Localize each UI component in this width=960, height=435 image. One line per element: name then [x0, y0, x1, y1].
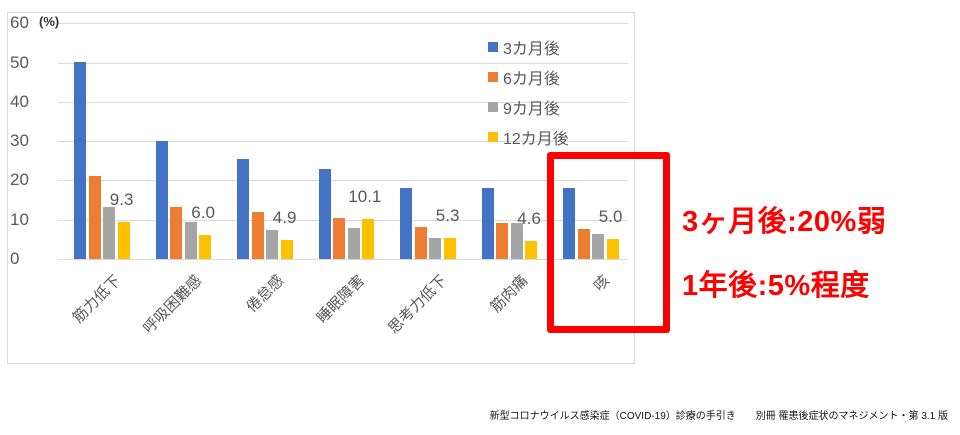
y-tick-label: 60: [10, 13, 29, 33]
annotation-3-months: 3ヶ月後:20%弱: [682, 206, 887, 238]
legend-swatch: [488, 132, 498, 142]
y-tick-label: 20: [10, 170, 29, 190]
data-label: 4.9: [272, 207, 297, 227]
bar: [266, 229, 279, 259]
y-tick-label: 40: [10, 91, 29, 111]
bar: [199, 235, 212, 259]
gridline: [58, 101, 628, 103]
gridline: [58, 180, 628, 182]
legend-label: 9カ月後: [503, 101, 560, 118]
bar: [170, 206, 183, 259]
bar: [347, 228, 360, 259]
bar: [103, 206, 116, 259]
bar: [606, 239, 619, 259]
bar: [237, 159, 249, 259]
data-label: 5.3: [435, 206, 460, 226]
legend-label: 6カ月後: [503, 71, 560, 88]
chart-legend: 3カ月後 6カ月後 9カ月後 12カ月後: [488, 32, 569, 152]
data-label: 9.3: [109, 190, 134, 210]
bar: [592, 233, 605, 259]
legend-item: 3カ月後: [488, 32, 569, 62]
highlight-box: [547, 152, 670, 333]
data-label: 10.1: [348, 187, 382, 207]
bar: [429, 238, 442, 259]
bar: [184, 222, 197, 259]
bar: [481, 188, 494, 259]
gridline: [58, 259, 628, 260]
bar: [510, 223, 523, 259]
bar: [333, 217, 346, 259]
y-tick-label: 50: [10, 52, 29, 72]
y-axis-unit: (%): [39, 14, 60, 29]
legend-item: 9カ月後: [488, 92, 569, 122]
bar: [88, 176, 101, 259]
bar: [362, 219, 375, 259]
legend-item: 6カ月後: [488, 62, 569, 92]
legend-swatch: [488, 42, 498, 52]
bar: [155, 141, 168, 259]
bar: [496, 223, 509, 259]
bar: [251, 211, 264, 259]
legend-swatch: [488, 102, 498, 112]
annotation-1-year: 1年後:5%程度: [682, 270, 870, 302]
legend-label: 12カ月後: [503, 131, 569, 148]
bar: [117, 222, 130, 259]
legend-label: 3カ月後: [503, 41, 560, 58]
y-tick-label: 10: [10, 209, 29, 229]
data-label: 5.0: [598, 207, 623, 227]
bar: [525, 240, 538, 259]
gridline: [58, 23, 628, 25]
source-footer: 新型コロナウイルス感染症（COVID-19）診療の手引き 別冊 罹患後症状のマネ…: [489, 411, 948, 422]
y-tick-label: 0: [10, 249, 20, 268]
legend-item: 12カ月後: [488, 122, 569, 152]
data-label: 6.0: [191, 203, 215, 223]
gridline: [58, 141, 628, 143]
bar: [318, 169, 331, 259]
bar: [74, 62, 86, 259]
bar: [414, 227, 427, 259]
gridline: [58, 62, 628, 64]
bar: [443, 238, 456, 259]
bar: [577, 229, 590, 259]
bar: [400, 188, 412, 259]
legend-swatch: [488, 72, 498, 82]
y-tick-label: 30: [10, 131, 29, 151]
data-label: 4.6: [517, 208, 541, 228]
bar: [563, 188, 575, 259]
bar: [280, 239, 293, 259]
